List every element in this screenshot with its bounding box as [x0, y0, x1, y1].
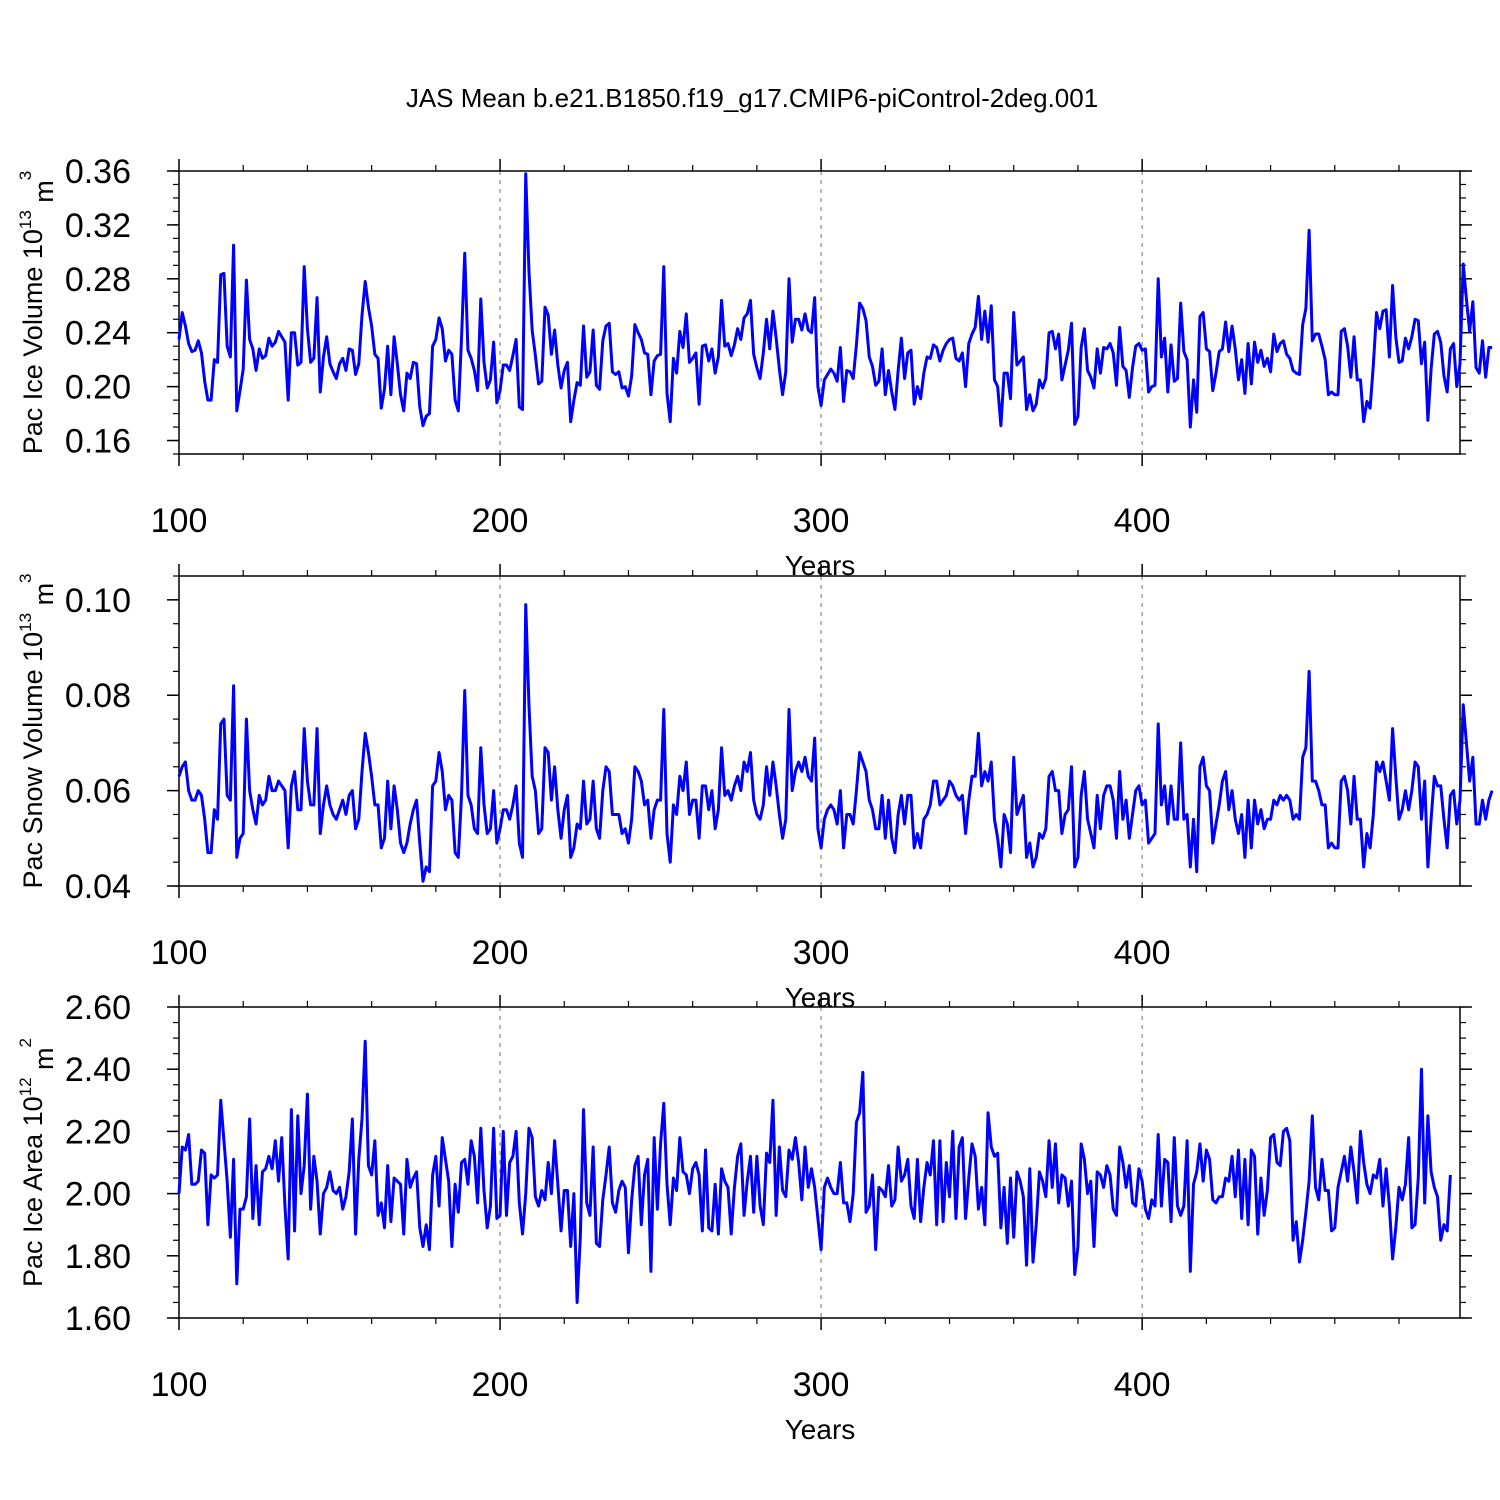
y-tick-label: 1.60 — [65, 1300, 131, 1338]
y-tick-label: 2.20 — [65, 1113, 131, 1151]
x-tick-label: 200 — [472, 1366, 529, 1404]
panel-2: 100 200 300 400 0.04 0.06 0.08 0.10 Years Pac Sno… — [16, 564, 1494, 1013]
plot-frame — [178, 170, 1461, 455]
y-tick-label: 0.08 — [65, 677, 131, 715]
y-axis-label-ylabel-unit-exp: 3 — [16, 573, 35, 582]
y-tick-label: 0.06 — [65, 773, 131, 811]
plot-frame — [178, 575, 1461, 887]
x-axis-label: Years — [785, 1414, 856, 1445]
x-tick-label: 400 — [1114, 1366, 1171, 1404]
y-tick-label: 2.00 — [65, 1176, 131, 1214]
y-axis-label: Pac Snow Volume 1013 m3 — [16, 573, 59, 888]
y-axis-label-ylabel-unit-exp: 3 — [16, 171, 35, 180]
x-tick-label: 100 — [151, 934, 208, 972]
y-tick-label: 0.36 — [65, 153, 131, 191]
y-axis-label-ylabel-unit: m — [29, 180, 59, 210]
y-tick-label: 1.80 — [65, 1238, 131, 1276]
series-line — [177, 1039, 1452, 1304]
x-tick-label: 200 — [472, 502, 529, 540]
y-axis-label: Pac Ice Volume 1013 m3 — [16, 171, 59, 455]
x-axis-label: Years — [785, 982, 856, 1013]
x-tick-label: 200 — [472, 934, 529, 972]
y-tick-label: 2.60 — [65, 989, 131, 1027]
y-tick-label: 0.16 — [65, 423, 131, 461]
y-axis-label-ylabel-unit: m — [29, 583, 59, 613]
y-tick-label: 0.24 — [65, 315, 131, 353]
y-tick-label: 0.28 — [65, 261, 131, 299]
x-tick-label: 100 — [151, 502, 208, 540]
y-axis-label: Pac Ice Area 1012 m2 — [16, 1038, 59, 1287]
y-axis-label-ylabel-exp: 12 — [16, 1077, 35, 1096]
y-tick-label: 0.32 — [65, 207, 131, 245]
series-line — [177, 603, 1494, 883]
y-axis-label-ylabel-exp: 13 — [16, 613, 35, 632]
panel-3: 100 200 300 400 1.60 1.80 2.00 2.20 2.40 2.60 Year… — [16, 989, 1472, 1445]
x-tick-label: 400 — [1114, 934, 1171, 972]
y-tick-label: 0.20 — [65, 369, 131, 407]
y-tick-label: 2.40 — [65, 1051, 131, 1089]
y-axis-label-ylabel-unit: m — [29, 1047, 59, 1077]
panel-1: 100 200 300 4000.160.200.240.280.320.36Year… — [16, 153, 1493, 581]
y-axis-label-ylabel: Pac Snow Volume 10 — [18, 632, 48, 889]
y-tick-label: 0.10 — [65, 582, 131, 620]
series-line — [177, 172, 1493, 429]
y-tick-label: 0.04 — [65, 868, 131, 906]
chart-title: JAS Mean b.e21.B1850.f19_g17.CMIP6-piCon… — [406, 83, 1098, 113]
y-axis-label-ylabel-unit-exp: 2 — [16, 1038, 35, 1047]
x-tick-label: 300 — [793, 934, 850, 972]
x-tick-label: 100 — [151, 1366, 208, 1404]
y-axis-label-ylabel: Pac Ice Area 10 — [18, 1096, 48, 1287]
x-tick-label: 300 — [793, 502, 850, 540]
x-tick-label: 300 — [793, 1366, 850, 1404]
x-tick-label: 400 — [1114, 502, 1171, 540]
y-axis-label-ylabel-exp: 13 — [16, 210, 35, 229]
y-axis-label-ylabel: Pac Ice Volume 10 — [18, 229, 48, 454]
